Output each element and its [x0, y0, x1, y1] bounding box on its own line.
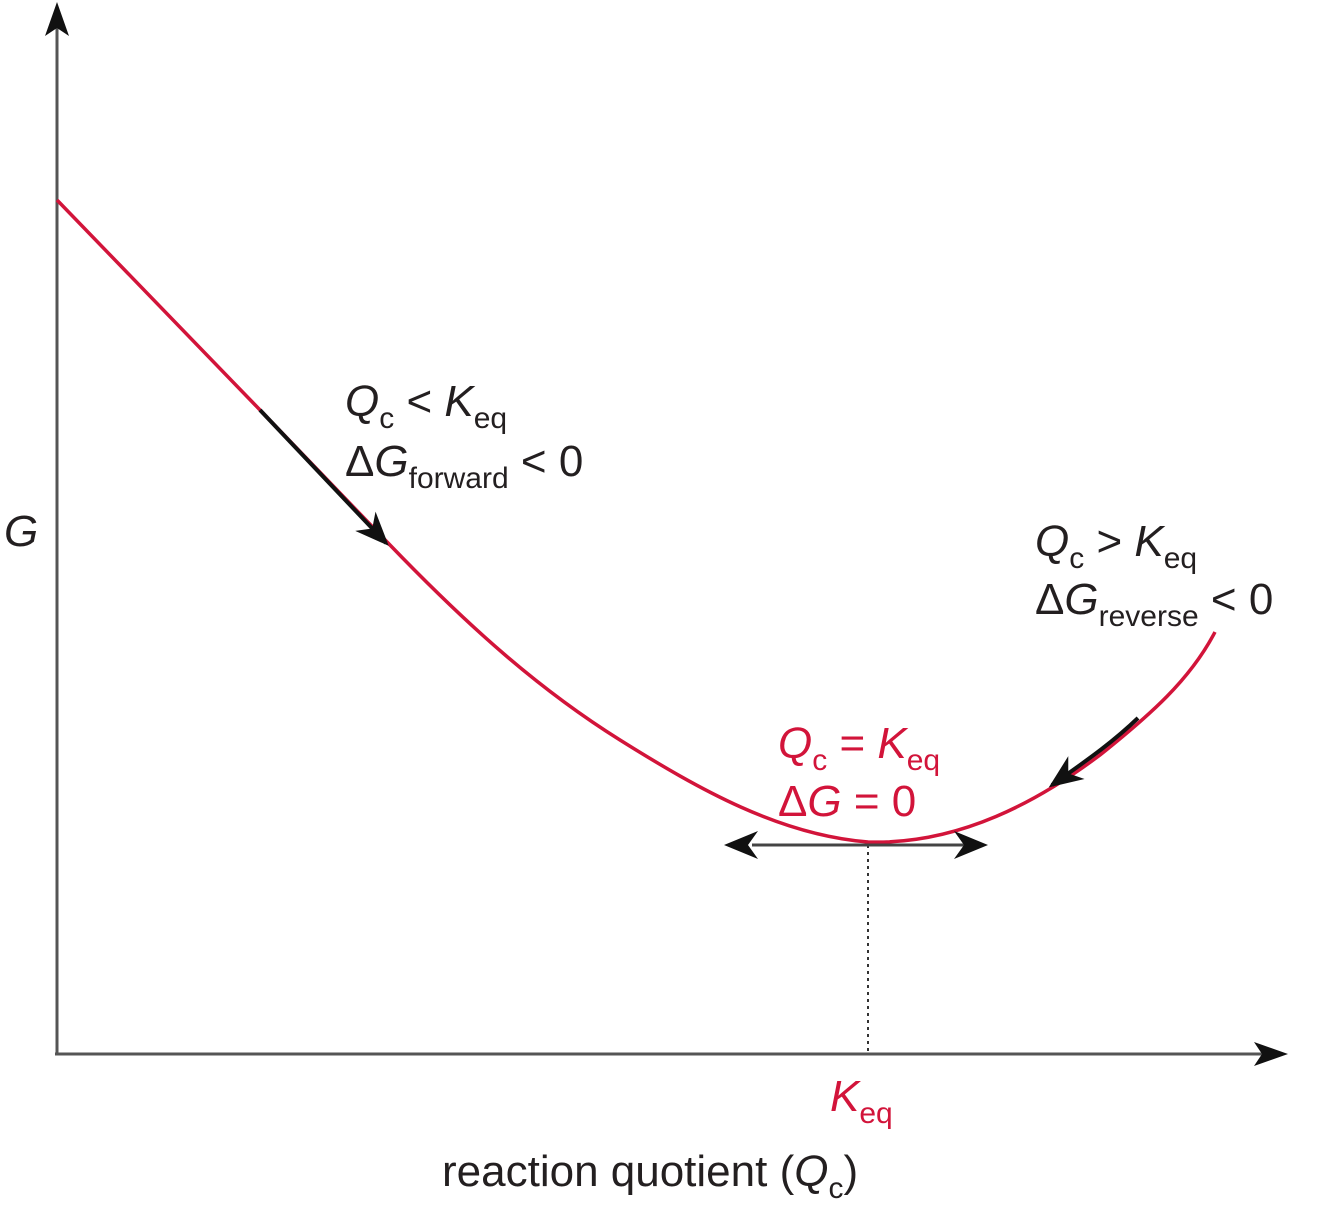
- op: <: [394, 377, 445, 426]
- g-var: G: [374, 437, 409, 486]
- x-label-suffix: ): [843, 1147, 859, 1196]
- q-sub: c: [1069, 542, 1085, 575]
- k-var: K: [877, 719, 907, 768]
- reverse-arrow-icon: [1048, 716, 1140, 788]
- g-var: G: [1064, 575, 1099, 624]
- k-sub: eq: [1163, 542, 1198, 575]
- y-axis-label: G: [4, 507, 39, 556]
- rest: = 0: [841, 777, 917, 826]
- x-label-sub: c: [828, 1172, 844, 1205]
- q-var: Q: [1035, 517, 1070, 566]
- delta-symbol: Δ: [778, 777, 808, 826]
- g-var: G: [807, 777, 842, 826]
- k-var: K: [1134, 517, 1164, 566]
- k-var: K: [444, 377, 474, 426]
- x-tick-keq: Keq: [830, 1072, 893, 1129]
- k-sub: eq: [859, 1097, 893, 1130]
- g-sub: forward: [408, 462, 509, 495]
- op: >: [1084, 517, 1135, 566]
- k-var: K: [830, 1072, 860, 1121]
- g-sub: reverse: [1098, 600, 1199, 633]
- equilibrium-annotation-line2: ΔG = 0: [778, 780, 916, 824]
- q-sub: c: [379, 402, 395, 435]
- forward-annotation-line1: Qc < Keq: [345, 377, 507, 434]
- equilibrium-annotation-line1: Qc = Keq: [778, 719, 940, 776]
- delta-symbol: Δ: [1035, 575, 1065, 624]
- x-label-var: Q: [794, 1147, 829, 1196]
- q-sub: c: [812, 744, 828, 777]
- y-axis-arrowhead-icon: [45, 2, 69, 36]
- rest: < 0: [1198, 575, 1274, 624]
- x-axis-label: reaction quotient (Qc): [442, 1147, 859, 1204]
- reverse-annotation-line1: Qc > Keq: [1035, 517, 1197, 574]
- forward-annotation-line2: ΔGforward < 0: [345, 437, 584, 494]
- k-sub: eq: [906, 744, 941, 777]
- rest: < 0: [508, 437, 584, 486]
- forward-arrow-icon: [258, 408, 389, 546]
- op: =: [827, 719, 878, 768]
- delta-symbol: Δ: [345, 437, 375, 486]
- x-axis-arrowhead-icon: [1254, 1042, 1288, 1066]
- k-sub: eq: [473, 402, 508, 435]
- q-var: Q: [345, 377, 380, 426]
- reverse-annotation-line2: ΔGreverse < 0: [1035, 575, 1274, 632]
- q-var: Q: [778, 719, 813, 768]
- x-label-prefix: reaction quotient (: [442, 1147, 795, 1196]
